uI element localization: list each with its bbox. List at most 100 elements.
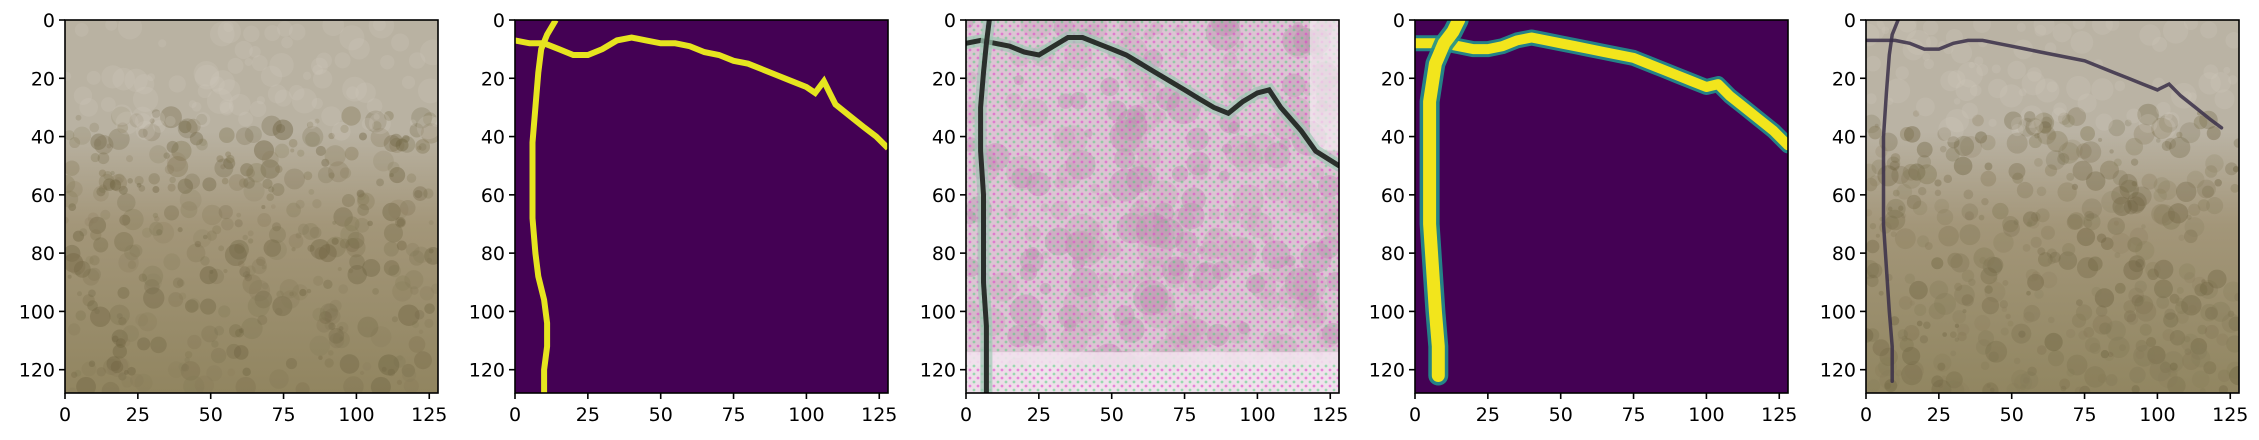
texture-spot — [389, 173, 394, 178]
texture-spot — [2162, 351, 2184, 373]
texture-spot — [2091, 286, 2102, 297]
texture-spot — [2091, 78, 2114, 101]
texture-spot — [2158, 113, 2178, 133]
texture-spot — [121, 376, 133, 388]
panel-input-photo: 0 25 50 75 100 125 0 20 40 60 80 100 120 — [19, 10, 448, 426]
texture-spot — [2164, 112, 2180, 128]
texture-spot — [2125, 137, 2144, 156]
texture-spot — [411, 107, 433, 129]
texture-spot — [184, 351, 193, 359]
texture-spot — [2030, 211, 2041, 222]
texture-spot — [246, 162, 267, 183]
texture-spot — [2062, 242, 2076, 257]
texture-spot — [373, 113, 380, 120]
texture-spot — [2006, 382, 2021, 393]
texture-spot — [357, 316, 379, 338]
texture-spot — [372, 121, 382, 131]
texture-spot — [1973, 247, 1995, 269]
texture-spot — [1988, 118, 1997, 128]
texture-spot — [307, 244, 315, 252]
texture-spot — [2046, 130, 2068, 153]
texture-spot — [2076, 299, 2083, 307]
texture-spot — [2078, 330, 2088, 340]
texture-spot — [309, 238, 331, 260]
texture-spot — [409, 250, 425, 266]
texture-spot — [1887, 206, 1893, 212]
texture-spot — [2153, 259, 2174, 280]
texture-spot — [67, 323, 81, 336]
texture-spot — [424, 247, 438, 265]
texture-spot — [2070, 31, 2094, 54]
texture-spot — [2191, 276, 2207, 292]
x-tick-label: 125 — [1761, 404, 1797, 426]
texture-spot — [354, 217, 370, 233]
texture-spot — [168, 75, 186, 93]
texture-spot — [2124, 119, 2132, 127]
texture-spot — [243, 25, 260, 43]
texture-spot — [2071, 183, 2079, 190]
texture-spot — [2002, 219, 2020, 237]
texture-spot — [2158, 368, 2178, 388]
texture-spot — [1972, 114, 1984, 127]
texture-spot — [2186, 214, 2192, 220]
texture-spot — [1969, 84, 1982, 97]
texture-spot — [2081, 198, 2102, 219]
texture-spot — [1984, 162, 1993, 171]
texture-spot — [396, 240, 407, 251]
texture-spot — [2135, 339, 2148, 352]
texture-spot — [72, 230, 85, 242]
texture-spot — [2168, 203, 2189, 224]
texture-spot — [2013, 357, 2021, 365]
texture-spot — [2101, 190, 2124, 213]
texture-spot — [2123, 300, 2137, 314]
texture-spot — [333, 207, 353, 227]
texture-spot — [403, 378, 419, 393]
texture-spot — [129, 113, 144, 128]
texture-spot — [1978, 214, 1985, 221]
texture-spot — [396, 218, 405, 227]
texture-spot — [237, 260, 245, 268]
texture-spot — [196, 138, 208, 151]
texture-spot — [2105, 374, 2118, 387]
x-tick-label: 125 — [411, 404, 447, 426]
texture-spot — [200, 256, 210, 266]
texture-spot — [2059, 378, 2071, 390]
texture-spot — [148, 173, 160, 185]
texture-spot — [1915, 97, 1935, 117]
texture-spot — [243, 177, 255, 189]
texture-spot — [2124, 310, 2137, 323]
texture-spot — [297, 223, 310, 235]
y-tick-label: 80 — [932, 243, 956, 265]
texture-spot — [2040, 225, 2055, 240]
texture-spot — [1988, 351, 1999, 362]
texture-spot — [1899, 337, 1914, 353]
texture-spot — [1953, 97, 1961, 105]
texture-spot — [2135, 301, 2157, 322]
texture-spot — [65, 160, 80, 176]
texture-spot — [1943, 174, 1953, 184]
texture-spot — [2013, 373, 2033, 393]
texture-spot — [1937, 127, 1952, 141]
texture-spot — [314, 247, 328, 261]
texture-spot — [2112, 170, 2128, 186]
texture-spot — [200, 298, 217, 315]
texture-spot — [2013, 219, 2020, 225]
y-tick-label: 80 — [1832, 243, 1856, 265]
texture-spot — [2008, 163, 2026, 180]
texture-spot — [212, 225, 222, 235]
texture-spot — [372, 20, 386, 32]
texture-spot — [428, 220, 434, 226]
texture-spot — [2151, 117, 2173, 140]
x-tick-label: 100 — [2139, 404, 2175, 426]
texture-spot — [2175, 310, 2189, 324]
texture-spot — [2153, 204, 2176, 226]
texture-spot — [149, 145, 168, 164]
texture-spot — [308, 189, 315, 195]
texture-spot — [2001, 306, 2008, 313]
texture-spot — [89, 255, 100, 266]
texture-spot — [399, 200, 416, 216]
texture-spot — [2022, 244, 2031, 252]
texture-spot — [378, 354, 400, 376]
texture-spot — [1912, 110, 1920, 117]
bottom-band-dots — [966, 363, 1339, 393]
